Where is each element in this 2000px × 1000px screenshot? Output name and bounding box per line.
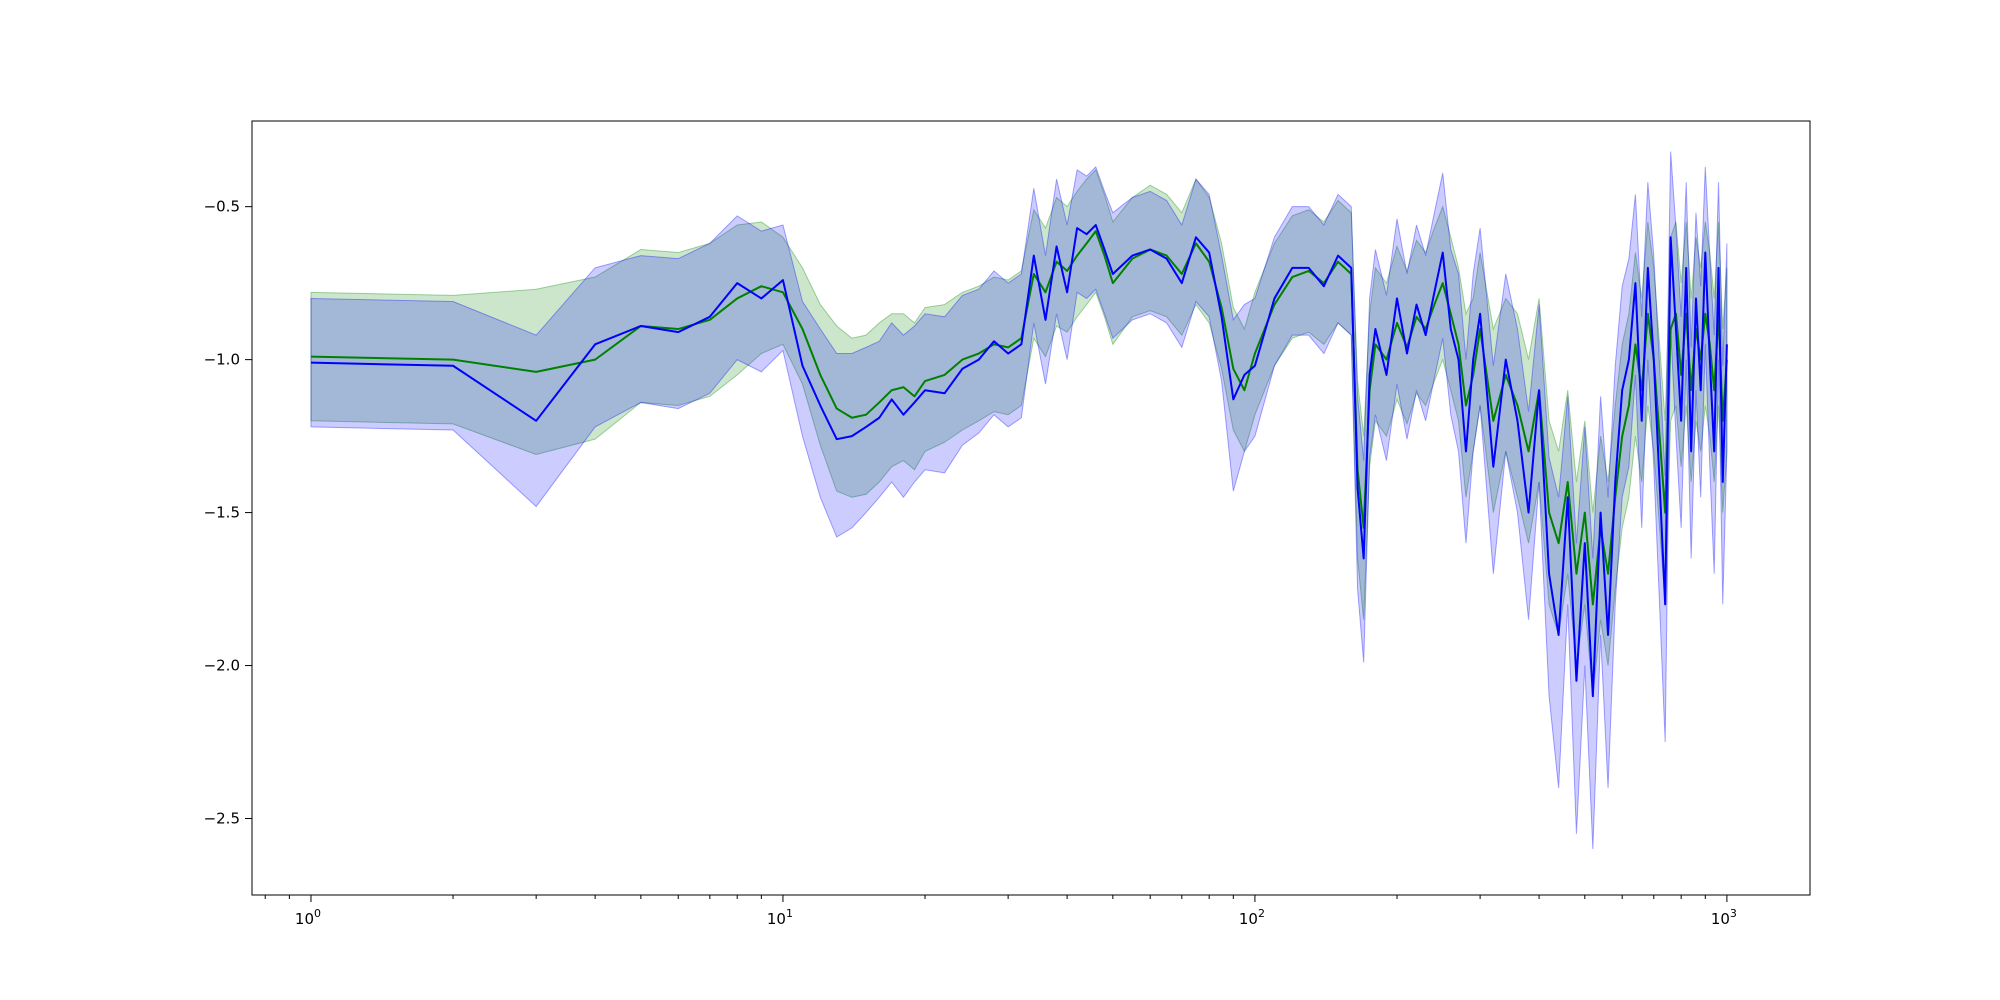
- y-tick-label: −2.0: [204, 657, 240, 675]
- x-tick-label: 100: [295, 907, 321, 928]
- y-tick-label: −0.5: [204, 198, 240, 216]
- confidence-bands: [310, 151, 1728, 850]
- x-tick-label: 103: [1711, 907, 1737, 928]
- series-2-line: [310, 224, 1728, 698]
- x-tick-label: 101: [767, 907, 793, 928]
- x-axis: 100 101 102 103: [264, 895, 1737, 928]
- series-2-band: [310, 151, 1728, 850]
- y-tick-label: −2.5: [204, 810, 240, 828]
- y-tick-label: −1.0: [204, 351, 240, 369]
- x-tick-label: 102: [1239, 907, 1265, 928]
- y-axis: −0.5 −1.0 −1.5 −2.0 −2.5: [204, 198, 252, 828]
- series-1-band: [310, 169, 1728, 697]
- y-tick-label: −1.5: [204, 504, 240, 522]
- plot-frame: [251, 120, 1811, 896]
- mean-lines: [310, 224, 1728, 698]
